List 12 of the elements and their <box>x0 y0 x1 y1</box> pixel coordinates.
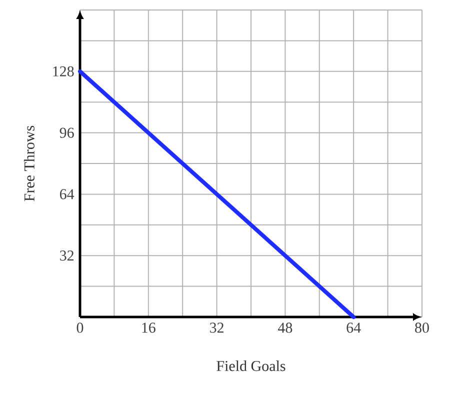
x-tick-label: 32 <box>210 322 224 333</box>
x-tick-label: 48 <box>278 322 292 333</box>
x-tick-label: 80 <box>415 322 429 333</box>
y-tick-label: 32 <box>60 250 74 261</box>
x-axis-title: Field Goals <box>216 360 286 372</box>
y-tick-label: 96 <box>60 128 74 138</box>
x-tick-label: 64 <box>346 322 361 333</box>
x-tick-label: 16 <box>142 322 156 333</box>
y-tick-label: 128 <box>53 66 74 76</box>
x-tick-label: 0 <box>76 322 84 333</box>
y-tick-label: 64 <box>60 189 74 200</box>
y-axis-title: Free Throws <box>24 126 34 202</box>
